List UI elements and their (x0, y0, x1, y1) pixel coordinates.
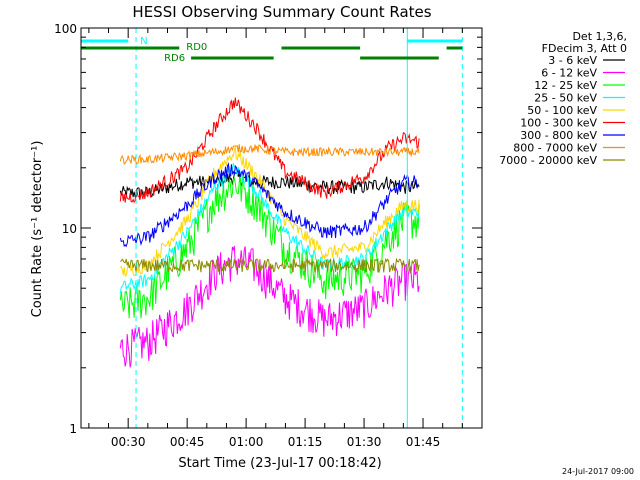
vertical-lines-layer (80, 28, 463, 428)
legend-label-12-25-kev: 12 - 25 keV (534, 79, 597, 92)
series-line-800-7000-kev (119, 144, 420, 165)
footer-date: 24-Jul-2017 09:00 (562, 467, 634, 476)
legend-label-800-7000-kev: 800 - 7000 keV (513, 142, 597, 155)
x-axis-label: Start Time (23-Jul-17 00:18:42) (178, 456, 381, 471)
legend-label-6-12-kev: 6 - 12 keV (541, 67, 597, 80)
legend-label-300-800-kev: 300 - 800 keV (520, 129, 597, 142)
flag-label-rd0: RD0 (186, 42, 207, 53)
series-line-25-50-kev (119, 163, 420, 294)
series-line-300-800-kev (119, 162, 420, 248)
legend-header-line-1: Det 1,3,6, (572, 30, 627, 43)
x-tick-label: 00:45 (170, 435, 205, 449)
y-tick-label: 10 (62, 222, 77, 236)
legend-label-7000-20000-kev: 7000 - 20000 keV (499, 154, 597, 167)
legend-label-3-6-kev: 3 - 6 keV (548, 54, 597, 67)
x-tick-label: 00:30 (111, 435, 146, 449)
series-line-50-100-kev (119, 146, 420, 277)
y-tick-label: 1 (69, 422, 77, 436)
y-axis-label: Count Rate (s⁻¹ detector⁻¹) (30, 141, 45, 318)
x-tick-label: 01:45 (406, 435, 441, 449)
chart-title: HESSI Observing Summary Count Rates (132, 3, 431, 21)
flag-label-n: N (140, 36, 147, 47)
series-line-7000-20000-kev (120, 257, 420, 275)
series-line-3-6-kev (119, 169, 420, 199)
legend-label-100-300-kev: 100 - 300 keV (520, 117, 597, 130)
legend-header-line-2: FDecim 3, Att 0 (542, 42, 627, 55)
legend-label-50-100-kev: 50 - 100 keV (527, 104, 597, 117)
series-line-6-12-kev (119, 245, 420, 368)
x-tick-label: 01:00 (229, 435, 264, 449)
series-layer (119, 97, 420, 368)
x-tick-label: 01:30 (347, 435, 382, 449)
series-line-100-300-kev (119, 97, 420, 204)
flag-label-rd6: RD6 (164, 53, 185, 64)
axis-layer: 00:30 00:45 01:00 01:15 01:30 01:45 1 10 100 (54, 22, 482, 449)
x-tick-label: 01:15 (288, 435, 323, 449)
y-tick-label: 100 (54, 22, 77, 36)
legend-label-25-50-kev: 25 - 50 keV (534, 92, 597, 105)
